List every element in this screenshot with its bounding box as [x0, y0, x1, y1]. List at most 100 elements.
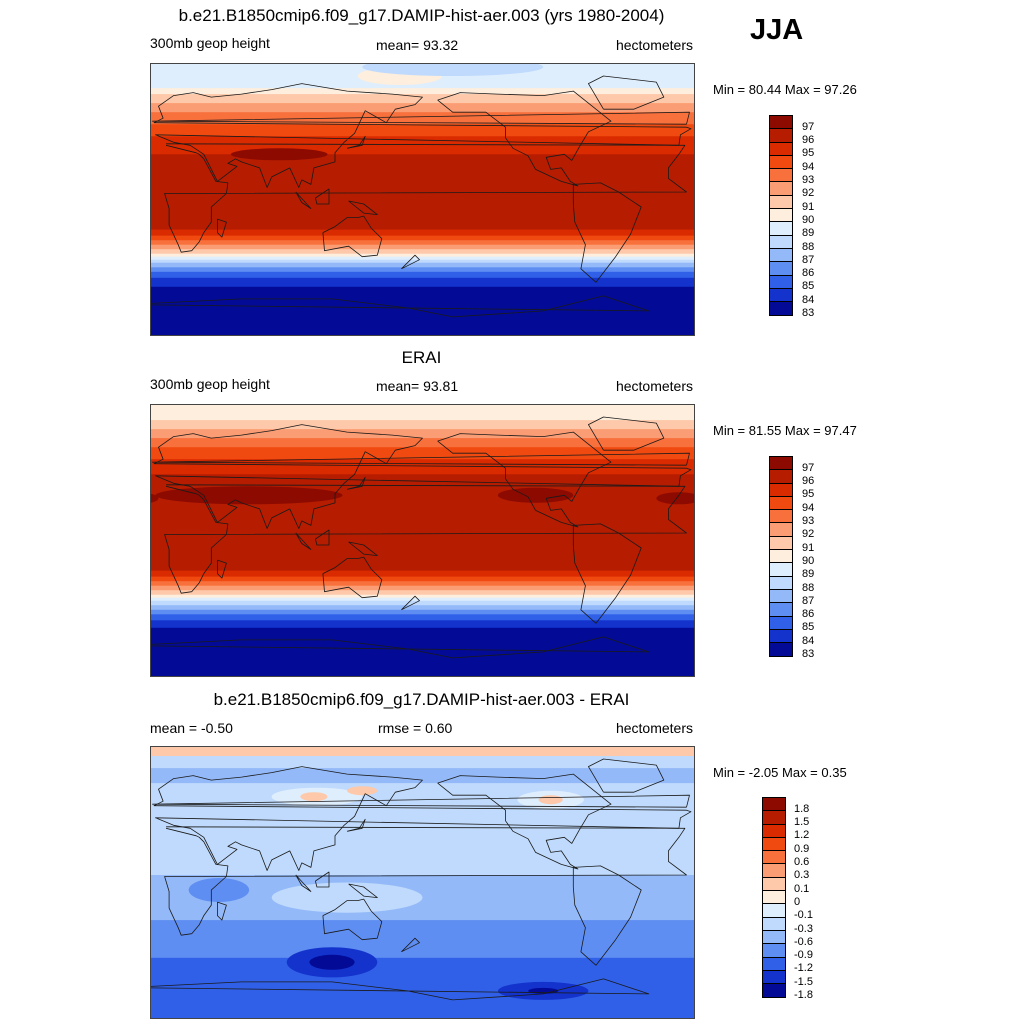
colorbar-label: 90 [802, 213, 815, 226]
colorbar-label: 93 [802, 174, 815, 186]
colorbar-swatch [763, 970, 785, 985]
coastline [217, 901, 227, 921]
colorbar-label: -1.8 [794, 989, 813, 1001]
panel-3-units-label: hectometers [615, 720, 693, 736]
colorbar-swatch [770, 483, 792, 497]
colorbar-label: 97 [802, 461, 815, 474]
coastline [153, 424, 692, 529]
colorbar-swatch [763, 930, 785, 945]
panel-1-units-label: hectometers [615, 37, 693, 53]
coastline [217, 218, 227, 238]
colorbar-swatch [770, 629, 792, 644]
coastline [437, 90, 612, 187]
coastline [151, 978, 650, 1001]
contour-blob [309, 954, 355, 970]
contour-band [151, 620, 694, 629]
colorbar-label: 85 [802, 280, 815, 293]
colorbar-swatch [770, 576, 792, 590]
coastline [401, 937, 420, 953]
coastline [572, 523, 642, 624]
contour-band [151, 570, 694, 578]
coastline [348, 883, 378, 899]
contour-band [151, 124, 694, 137]
colorbar-swatch [770, 643, 792, 657]
coastline [347, 476, 366, 490]
contour-band [151, 405, 694, 421]
colorbar-swatch [770, 209, 792, 223]
colorbar-swatch [763, 957, 785, 971]
colorbar-swatch [770, 275, 792, 289]
contour-band [151, 447, 694, 460]
colorbar-swatch [770, 235, 792, 249]
colorbar-swatch [770, 288, 792, 303]
contour-band [151, 783, 694, 853]
colorbar-swatch [770, 129, 792, 143]
coastline [151, 636, 650, 659]
coastline [348, 541, 378, 557]
contour-band [151, 920, 694, 959]
colorbar-swatch [763, 837, 785, 852]
colorbar-swatch [770, 142, 792, 156]
contour-band [151, 614, 694, 621]
contour-blob [230, 148, 328, 161]
coastline [437, 431, 612, 528]
colorbar-label: 86 [802, 267, 815, 280]
colorbar-label: 88 [802, 581, 815, 594]
contour-band [151, 852, 694, 876]
colorbar-label: 86 [802, 608, 815, 621]
colorbar-label: 89 [802, 227, 815, 240]
contour-band [151, 581, 694, 587]
contour-band [151, 249, 694, 255]
coastline [347, 818, 366, 832]
contour-band [151, 262, 694, 268]
coastline [152, 452, 690, 466]
contour-band [151, 259, 694, 264]
coastline [164, 143, 687, 253]
colorbar-swatch [770, 155, 792, 170]
colorbar-swatch [770, 262, 792, 276]
contour-band [151, 136, 694, 155]
coastline [322, 215, 383, 258]
colorbar-swatch [770, 182, 792, 196]
contour-blob [538, 795, 563, 805]
coastline [153, 83, 692, 188]
coastline [587, 758, 665, 793]
contour-blob [151, 493, 159, 503]
coastline [217, 559, 227, 579]
contour-blob [656, 492, 694, 505]
colorbar-label: 94 [802, 160, 815, 173]
colorbar-swatch [763, 824, 785, 838]
contour-band [151, 605, 694, 611]
panel-1-left-label: 300mb geop height [150, 35, 270, 51]
panel-3-map [150, 746, 695, 1019]
coastline [322, 898, 383, 941]
panel-1-title: b.e21.B1850cmip6.f09_g17.DAMIP-hist-aer.… [178, 6, 665, 25]
colorbar-swatch [770, 536, 792, 551]
panel-2-title: ERAI [401, 348, 442, 367]
panel-3-rmse-label: rmse = 0.60 [378, 720, 453, 736]
colorbar-label: 0.1 [794, 882, 810, 895]
coastline [347, 135, 366, 149]
contour-band [151, 594, 694, 599]
contour-blob [155, 486, 343, 505]
contour-band [151, 609, 694, 615]
colorbar-label: -0.3 [794, 922, 813, 935]
coastline [151, 295, 650, 318]
contour-band [151, 747, 694, 757]
colorbar-label: 97 [802, 120, 815, 133]
contour-band [151, 957, 694, 1018]
panel-2-units-label: hectometers [615, 378, 693, 394]
coastline [322, 556, 383, 599]
contour-band [151, 235, 694, 241]
colorbar-swatch [763, 891, 785, 905]
colorbar-label: 92 [802, 528, 815, 541]
colorbar-label: -0.9 [794, 949, 813, 962]
contour-band [151, 590, 694, 596]
colorbar-label: 1.2 [794, 829, 810, 842]
contour-blob [188, 878, 250, 902]
contour-band [151, 94, 694, 104]
colorbar-swatch [763, 944, 785, 958]
contour-band [151, 768, 694, 784]
colorbar-swatch [770, 169, 792, 183]
colorbar-label: 94 [802, 501, 815, 514]
